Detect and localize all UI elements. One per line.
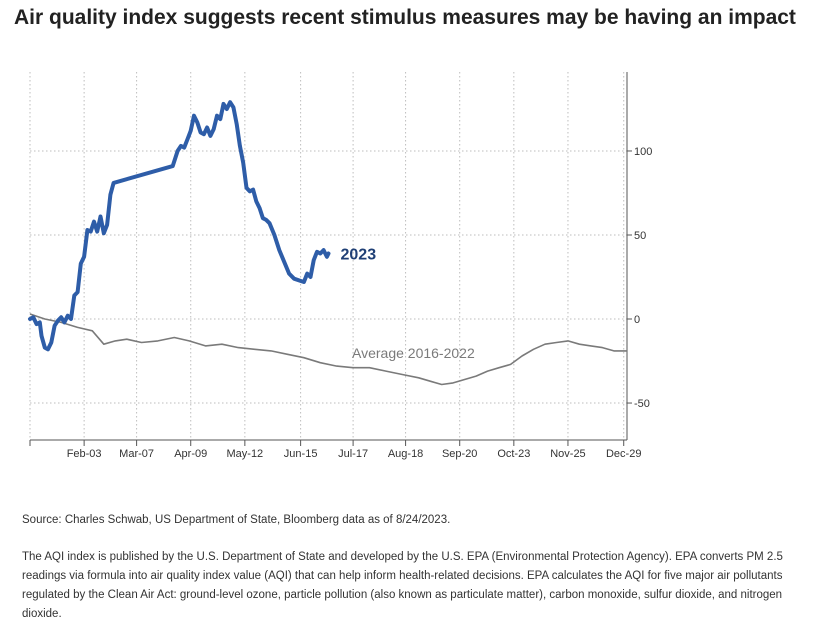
y-tick-label: 0 xyxy=(634,314,640,326)
x-tick-label: Apr-09 xyxy=(174,448,207,460)
x-tick-label: Oct-23 xyxy=(497,448,530,460)
grid-lines xyxy=(29,72,627,440)
aqi-chart: -50 0 50 100 Feb-03 Mar-07 Apr-09 May-12 Jun-15… xyxy=(28,72,652,460)
series-label-2023: 2023 xyxy=(341,246,377,263)
x-tick-label: Aug-18 xyxy=(388,448,423,460)
x-tick-label: Feb-03 xyxy=(67,448,102,460)
source-note: Source: Charles Schwab, US Department of… xyxy=(22,514,451,526)
x-tick-label: Nov-25 xyxy=(550,448,585,460)
x-tick-label: Jul-17 xyxy=(338,448,368,460)
x-tick-label: May-12 xyxy=(227,448,264,460)
x-tick-label: Dec-29 xyxy=(606,448,641,460)
x-tick-label: Jun-15 xyxy=(284,448,318,460)
x-axis: Feb-03 Mar-07 Apr-09 May-12 Jun-15 Jul-17 Aug-… xyxy=(29,439,641,460)
y-tick-label: 100 xyxy=(634,146,652,158)
series-labels: 2023 Average 2016-2022 xyxy=(341,246,475,361)
chart-title: Air quality index suggests recent stimul… xyxy=(14,6,796,29)
series-lines xyxy=(28,100,627,386)
aqi-explanation: The AQI index is published by the U.S. D… xyxy=(22,551,783,620)
x-tick-label: Mar-07 xyxy=(119,448,154,460)
y-axis: -50 0 50 100 xyxy=(626,72,652,440)
series-line-2023 xyxy=(28,100,331,352)
series-label-average-2016-2022: Average 2016-2022 xyxy=(352,345,475,361)
y-tick-label: -50 xyxy=(634,398,650,410)
x-tick-label: Sep-20 xyxy=(442,448,477,460)
series-line-average-2016-2022 xyxy=(29,313,627,386)
y-tick-label: 50 xyxy=(634,230,646,242)
